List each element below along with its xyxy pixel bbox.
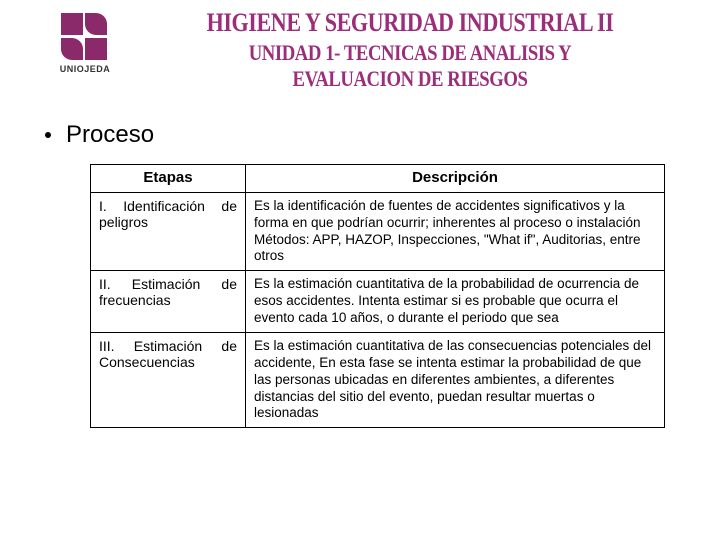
logo: UNIOJEDA <box>50 13 120 88</box>
slide-header: UNIOJEDA HIGIENE Y SEGURIDAD INDUSTRIAL … <box>0 0 720 96</box>
etapa-label: III. Estimación de Consecuencias <box>99 338 237 370</box>
logo-square-icon <box>61 13 83 35</box>
etapa-label: II. Estimación de frecuencias <box>99 276 237 308</box>
header-etapas: Etapas <box>91 165 246 193</box>
header-descripcion: Descripción <box>246 165 665 193</box>
section-heading: Proceso <box>0 96 720 159</box>
logo-square-icon <box>85 38 107 60</box>
logo-leaf-icon <box>85 13 107 35</box>
bullet-icon <box>45 132 51 138</box>
etapa-cell: III. Estimación de Consecuencias <box>91 332 246 427</box>
main-title: HIGIENE Y SEGURIDAD INDUSTRIAL II <box>189 8 631 38</box>
table-row: II. Estimación de frecuencias Es la esti… <box>91 271 665 333</box>
logo-shapes <box>61 13 109 61</box>
process-table: Etapas Descripción I. Identificación de … <box>90 164 665 428</box>
desc-cell: Es la identificación de fuentes de accid… <box>246 192 665 271</box>
table-row: III. Estimación de Consecuencias Es la e… <box>91 332 665 427</box>
table-row: I. Identificación de peligros Es la iden… <box>91 192 665 271</box>
etapa-label: I. Identificación de peligros <box>99 198 237 230</box>
sub-title: UNIDAD 1- TECNICAS DE ANALISIS Y EVALUAC… <box>189 40 631 92</box>
etapa-cell: I. Identificación de peligros <box>91 192 246 271</box>
desc-cell: Es la estimación cuantitativa de la prob… <box>246 271 665 333</box>
section-title: Proceso <box>66 121 154 149</box>
logo-leaf-icon <box>61 38 83 60</box>
table-header-row: Etapas Descripción <box>91 165 665 193</box>
logo-text: UNIOJEDA <box>60 64 111 74</box>
etapa-cell: II. Estimación de frecuencias <box>91 271 246 333</box>
title-block: HIGIENE Y SEGURIDAD INDUSTRIAL II UNIDAD… <box>150 8 670 92</box>
desc-cell: Es la estimación cuantitativa de las con… <box>246 332 665 427</box>
